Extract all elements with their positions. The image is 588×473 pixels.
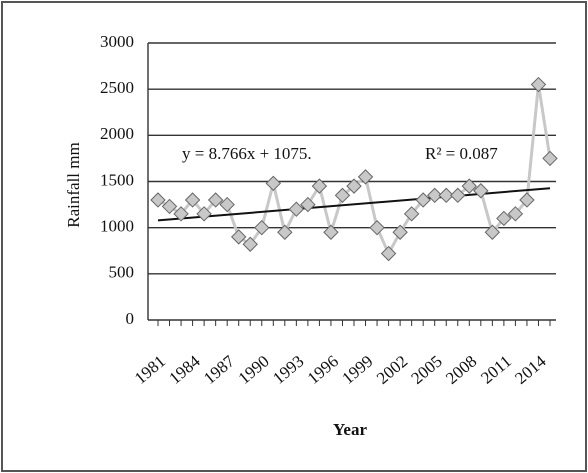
data-point <box>473 183 489 199</box>
data-point <box>461 178 478 194</box>
trend-equation: y = 8.766x + 1075. <box>182 144 312 163</box>
data-point <box>288 201 305 217</box>
data-point <box>311 178 328 194</box>
data-point <box>542 150 558 167</box>
data-point <box>173 206 189 222</box>
y-tick-label: 0 <box>126 309 135 328</box>
data-point <box>369 219 385 236</box>
data-point <box>450 187 466 204</box>
data-point <box>161 198 178 215</box>
y-tick-label: 500 <box>109 263 135 282</box>
data-point <box>380 245 397 262</box>
data-point <box>300 196 316 213</box>
x-tick-label: 2014 <box>511 351 550 388</box>
data-point <box>496 210 512 227</box>
r-squared: R² = 0.087 <box>425 144 498 163</box>
data-point <box>346 178 362 194</box>
y-axis-label: Rainfall mm <box>64 142 83 227</box>
data-point <box>426 187 443 204</box>
x-tick-label: 1996 <box>304 352 342 388</box>
x-tick-label: 1987 <box>200 351 239 388</box>
x-axis-label: Year <box>333 420 367 439</box>
x-tick-label: 1999 <box>338 352 376 388</box>
data-point <box>207 192 224 208</box>
x-tick-label: 1984 <box>165 351 204 388</box>
data-point <box>254 219 270 236</box>
data-point <box>265 175 282 192</box>
data-point <box>196 206 212 222</box>
data-point <box>507 206 524 222</box>
data-point <box>403 206 420 222</box>
y-tick-label: 2500 <box>100 78 134 97</box>
x-tick-label: 2002 <box>373 352 411 388</box>
y-tick-label: 1500 <box>100 170 134 189</box>
data-point <box>150 192 166 208</box>
data-point <box>519 192 535 208</box>
data-point <box>392 224 408 240</box>
data-point <box>242 236 258 252</box>
data-point <box>277 224 293 240</box>
y-tick-label: 1000 <box>100 217 134 236</box>
data-point <box>438 187 454 204</box>
x-tick-label: 1990 <box>235 352 273 388</box>
data-point <box>334 187 351 204</box>
x-tick-label: 2011 <box>477 352 515 388</box>
x-tick-label: 2008 <box>442 352 480 388</box>
x-tick-label: 2005 <box>408 352 446 388</box>
data-point <box>219 196 235 213</box>
data-point <box>323 224 339 240</box>
data-point <box>230 229 247 245</box>
data-point <box>530 76 547 93</box>
y-tick-label: 2000 <box>100 124 134 143</box>
y-tick-label: 3000 <box>100 32 134 51</box>
data-point <box>415 192 431 208</box>
data-point <box>484 224 501 240</box>
x-tick-label: 1981 <box>131 352 169 388</box>
x-tick-label: 1993 <box>269 352 307 388</box>
data-point <box>357 169 374 185</box>
data-point <box>184 192 201 208</box>
